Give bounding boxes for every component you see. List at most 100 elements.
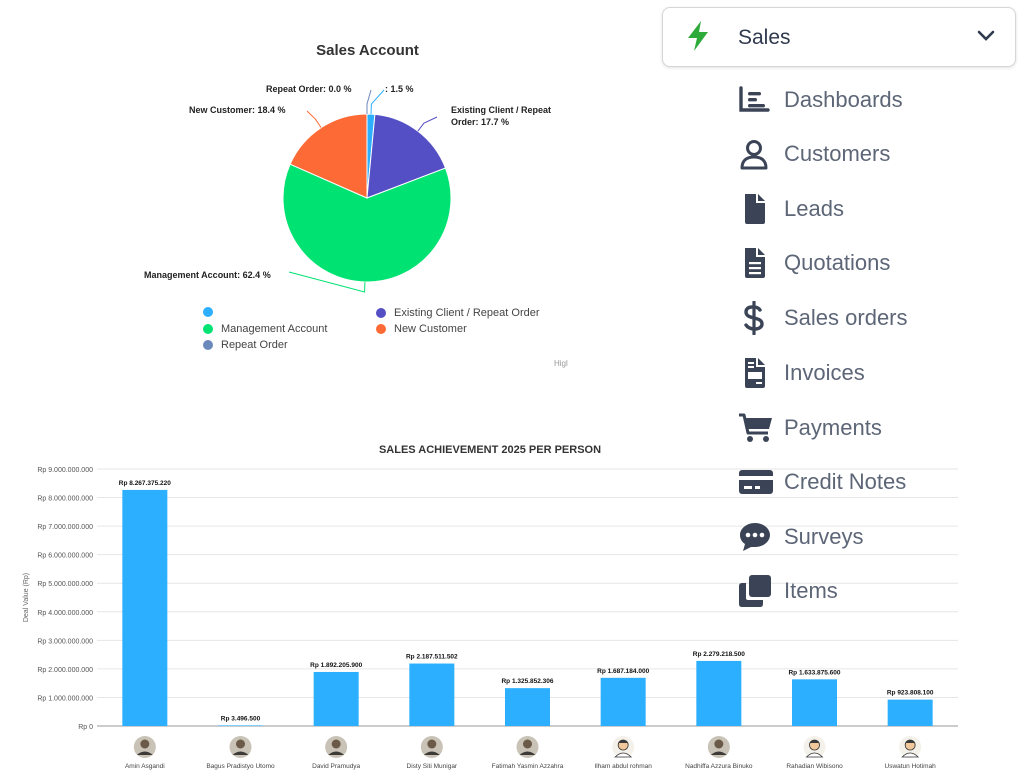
y-tick-label: Rp 1.000.000.000 [37,695,93,702]
menu-item-invoices[interactable]: Invoices [738,353,1018,393]
sales-account-chart: Sales Account Repeat Order: 0.0 % : 1.5 … [0,0,640,400]
pie-label-existing-client-2: Order: 17.7 % [451,117,510,127]
menu-item-label: Quotations [784,250,891,275]
menu-item-leads[interactable]: Leads [738,189,1018,229]
bar[interactable] [218,725,263,726]
menu-item-dashboards[interactable]: Dashboards [738,80,1018,120]
x-category-label: Rahadian Wibisono [786,763,843,770]
bar-value-label: Rp 2.187.511.502 [406,654,458,661]
legend-label: New Customer [394,323,467,335]
legend-label: Repeat Order [221,339,288,351]
bar-value-label: Rp 2.279.218.500 [693,651,745,658]
pie-label-management-account: Management Account: 62.4 % [144,270,271,280]
avatar-photo [420,736,443,758]
x-category-label: Nadhiffa Azzura Binuko [685,763,753,770]
file-icon [738,193,774,225]
sales-menu-header[interactable]: Sales [662,7,1016,67]
pie-label-new-customer: New Customer: 18.4 % [189,105,286,115]
x-category-label: David Pramudya [312,763,360,770]
menu-item-credit-notes[interactable]: Credit Notes [738,462,1018,502]
menu-item-surveys[interactable]: Surveys [738,517,1018,557]
menu-item-items[interactable]: Items [738,571,1018,611]
file-lines-icon [738,247,774,279]
pie-connector-line [306,110,322,128]
avatar-photo [229,736,252,758]
legend-label: Management Account [221,323,328,335]
bar[interactable] [600,677,646,726]
y-tick-label: Rp 2.000.000.000 [37,667,93,674]
clone-icon [738,575,774,607]
bar-value-label: Rp 3.496.500 [221,715,261,722]
pie-slice[interactable] [289,113,368,199]
bar[interactable] [792,679,837,726]
bolt-icon [685,21,711,56]
bar-chart-title: SALES ACHIEVEMENT 2025 PER PERSON [378,444,602,456]
x-category-label: Ilham abdul rohman [594,763,652,770]
bar[interactable] [409,663,455,726]
pie-slice[interactable] [282,163,452,283]
legend-item-new-customer[interactable]: New Customer [376,323,467,335]
bar-value-label: Rp 1.892.205.900 [310,662,362,669]
bar-value-label: Rp 923.808.100 [887,690,934,697]
legend-item-blank[interactable] [203,307,221,317]
menu-item-quotations[interactable]: Quotations [738,243,1018,283]
legend-dot [203,340,213,350]
bar[interactable] [505,688,550,726]
chevron-down-icon[interactable] [977,29,995,47]
menu-item-label: Leads [784,196,844,221]
menu-item-label: Surveys [784,524,864,549]
avatar-photo [516,736,539,758]
y-tick-label: Rp 0 [78,724,93,731]
menu-item-label: Invoices [784,360,865,385]
menu-item-label: Payments [784,415,882,440]
legend-dot [376,308,386,318]
dollar-icon [738,301,774,335]
menu-item-label: Sales orders [784,305,908,330]
avatar-cartoon [803,736,826,758]
menu-item-label: Dashboards [784,87,903,112]
legend-dot [376,324,386,334]
chart-credit[interactable]: Higl [554,359,568,368]
bar[interactable] [887,699,933,726]
dashboard-icon [738,84,774,116]
y-axis-title: Deal Value (Rp) [23,573,30,622]
pie-chart-svg [282,89,452,293]
y-tick-label: Rp 4.000.000.000 [37,610,93,617]
sales-menu-title: Sales [738,26,791,49]
avatar-photo [707,736,730,758]
bar-value-label: Rp 1.633.875.600 [788,669,840,676]
bar[interactable] [313,671,359,726]
y-tick-label: Rp 7.000.000.000 [37,524,93,531]
pie-connector-line [417,116,438,132]
sales-achievement-bar-chart: Deal Value (Rp) Rp 0 Rp 1.000.000.000 Rp 2.… [23,467,958,770]
legend-item-management-account[interactable]: Management Account [203,323,327,335]
x-category-label: Fatimah Yasmin Azzahra [492,763,564,770]
legend-label: Existing Client / Repeat Order [394,307,540,319]
pie-label-blank: : 1.5 % [385,84,414,94]
legend-item-existing-client[interactable]: Existing Client / Repeat Order [376,307,540,319]
menu-item-payments[interactable]: Payments [738,408,1018,448]
bar[interactable] [122,489,168,726]
x-category-label: Uswatun Hotimah [885,763,937,770]
pie-label-existing-client-1: Existing Client / Repeat [451,105,552,115]
menu-item-customers[interactable]: Customers [738,134,1018,174]
avatar-cartoon [612,736,635,758]
user-icon [738,138,774,170]
pie-label-repeat-order: Repeat Order: 0.0 % [266,84,352,94]
menu-item-sales-orders[interactable]: Sales orders [738,298,1018,338]
bar-value-label: Rp 1.687.184.000 [597,668,649,675]
avatar-cartoon [899,736,922,758]
pie-connector-line [370,89,385,115]
y-tick-label: Rp 5.000.000.000 [37,581,93,588]
invoice-icon [738,357,774,389]
pie-connector-line [366,89,372,114]
legend-dot [203,324,213,334]
menu-item-label: Items [784,578,838,603]
bar[interactable] [696,660,742,726]
pie-slice[interactable] [366,113,447,199]
credit-card-icon [738,466,774,498]
menu-item-label: Customers [784,141,891,166]
x-category-label: Disty Siti Munigar [407,763,458,770]
legend-item-repeat-order[interactable]: Repeat Order [203,339,288,351]
bar-value-label: Rp 8.267.375.220 [119,480,171,487]
